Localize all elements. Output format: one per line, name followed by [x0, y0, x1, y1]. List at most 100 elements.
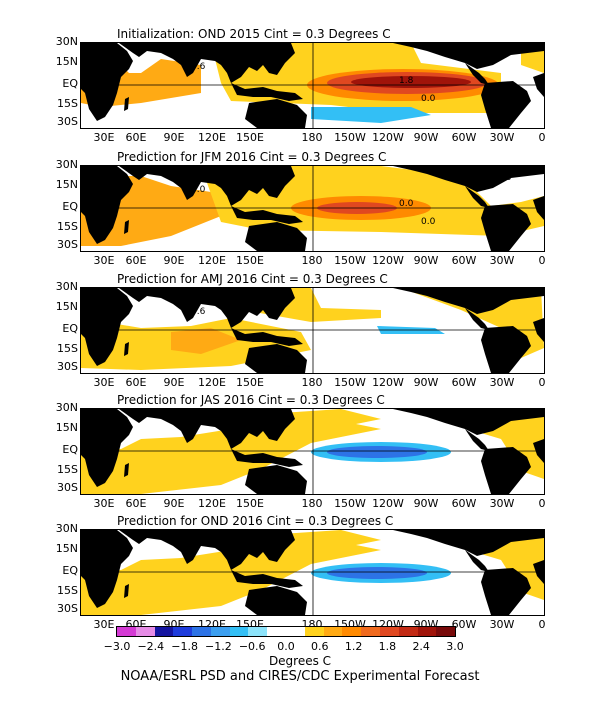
colorbar-tick-label: 3.0 — [446, 640, 464, 653]
colorbar-tick-label: 0.0 — [277, 640, 295, 653]
lat-label: 15S — [57, 463, 78, 476]
lat-label: 30N — [55, 35, 78, 48]
lon-label: 120W — [372, 497, 404, 510]
landmass — [481, 81, 531, 128]
lon-label: 90W — [413, 254, 439, 267]
colorbar-swatch — [267, 627, 287, 636]
lat-label: 15S — [57, 342, 78, 355]
contour-label: 0.6 — [191, 62, 206, 72]
contour-label: 0.0 — [441, 533, 456, 543]
panel-title: Prediction for AMJ 2016 Cint = 0.3 Degre… — [117, 272, 388, 286]
landmass — [465, 186, 489, 208]
lon-label: 90W — [413, 131, 439, 144]
landmass — [231, 570, 303, 588]
colorbar-swatch — [304, 627, 324, 636]
lat-label: 30S — [57, 115, 78, 128]
contour-label: 0.0 — [191, 185, 206, 195]
lat-label: 15N — [55, 178, 78, 191]
footer-credit: NOAA/ESRL PSD and CIRES/CDC Experimental… — [120, 669, 480, 684]
lon-label: 150E — [236, 497, 264, 510]
lon-label: 60E — [125, 497, 147, 510]
lon-label: 60W — [451, 376, 477, 389]
landmass — [393, 166, 544, 192]
lat-label: 30S — [57, 238, 78, 251]
landmass — [245, 465, 307, 494]
lon-label: 90E — [163, 497, 185, 510]
colorbar-swatch — [417, 627, 437, 636]
landmass — [124, 584, 129, 598]
lon-label: 60W — [451, 131, 477, 144]
lon-label: 60W — [451, 497, 477, 510]
lon-label: 30W — [489, 497, 515, 510]
lon-label: 30E — [93, 131, 115, 144]
warm-region — [171, 328, 241, 354]
lat-label: EQ — [62, 443, 78, 456]
colorbar-unit: Degrees C — [268, 654, 332, 668]
landmass — [124, 463, 129, 477]
lon-label: 120E — [198, 131, 226, 144]
lat-label: EQ — [62, 322, 78, 335]
cool-core — [327, 567, 427, 579]
lon-label: 0 — [538, 618, 546, 631]
lat-label: 15N — [55, 300, 78, 313]
landmass — [393, 409, 544, 435]
contour-label: -0.6 — [441, 46, 459, 56]
contour-label: 1.8 — [399, 76, 414, 86]
lon-label: 120W — [372, 254, 404, 267]
map-panel-1: Initialization: OND 2015 Cint = 0.3 Degr… — [0, 27, 600, 145]
lon-label: 150W — [334, 254, 366, 267]
lat-label: 30N — [55, 522, 78, 535]
colorbar-tick-label: 2.4 — [412, 640, 430, 653]
colorbar-swatch — [286, 627, 305, 636]
map-panel-5: Prediction for OND 2016 Cint = 0.3 Degre… — [0, 514, 600, 632]
landmass — [119, 166, 295, 206]
contour-label: 0.0 — [251, 303, 266, 313]
lon-label: 30W — [489, 131, 515, 144]
contour-label: 0.0 — [399, 199, 414, 209]
contour-label: 0.0 — [421, 94, 436, 104]
lon-label: 90W — [413, 376, 439, 389]
landmass — [124, 220, 129, 234]
warm-region — [281, 530, 381, 550]
warm-region — [401, 288, 544, 358]
lat-label: EQ — [62, 77, 78, 90]
contour-label: 0.6 — [441, 169, 456, 179]
landmass — [465, 63, 489, 85]
contour-label: 0.0 — [441, 412, 456, 422]
warm-region — [81, 417, 381, 494]
lon-label: 180 — [301, 254, 323, 267]
lon-label: 90E — [163, 254, 185, 267]
landmass — [81, 409, 133, 487]
lon-label: 90W — [413, 497, 439, 510]
landmass — [81, 166, 133, 244]
landmass — [393, 43, 544, 69]
colorbar-swatch — [398, 627, 418, 636]
lon-label: 150W — [334, 497, 366, 510]
colorbar-tick-label: −0.6 — [238, 640, 266, 653]
lon-label: 120E — [198, 497, 226, 510]
lon-label: 180 — [301, 497, 323, 510]
landmass — [119, 43, 295, 83]
lon-label: 120E — [198, 254, 226, 267]
colorbar-swatch — [154, 627, 174, 636]
lat-label: 15S — [57, 584, 78, 597]
lon-label: 30E — [93, 254, 115, 267]
landmass — [245, 222, 307, 251]
lon-label: 0 — [538, 376, 546, 389]
lon-label: 60E — [125, 131, 147, 144]
lat-label: EQ — [62, 200, 78, 213]
warm-region — [281, 409, 381, 429]
lon-label: 0 — [538, 254, 546, 267]
sst-map: 0.6 0.6 0.0 0.0 0.0 0.6 — [80, 165, 545, 252]
colorbar-tick-label: 1.2 — [344, 640, 363, 653]
landmass — [481, 326, 531, 373]
lat-label: 30S — [57, 360, 78, 373]
lon-label: 30E — [93, 376, 115, 389]
lon-label: 30W — [489, 618, 515, 631]
lat-label: 15N — [55, 542, 78, 555]
colorbar-swatch — [342, 627, 362, 636]
contour-label: 0.6 — [497, 173, 512, 183]
lon-label: 120W — [372, 131, 404, 144]
panel-title: Prediction for OND 2016 Cint = 0.3 Degre… — [117, 514, 394, 528]
contour-label: 0.0 — [251, 545, 266, 555]
